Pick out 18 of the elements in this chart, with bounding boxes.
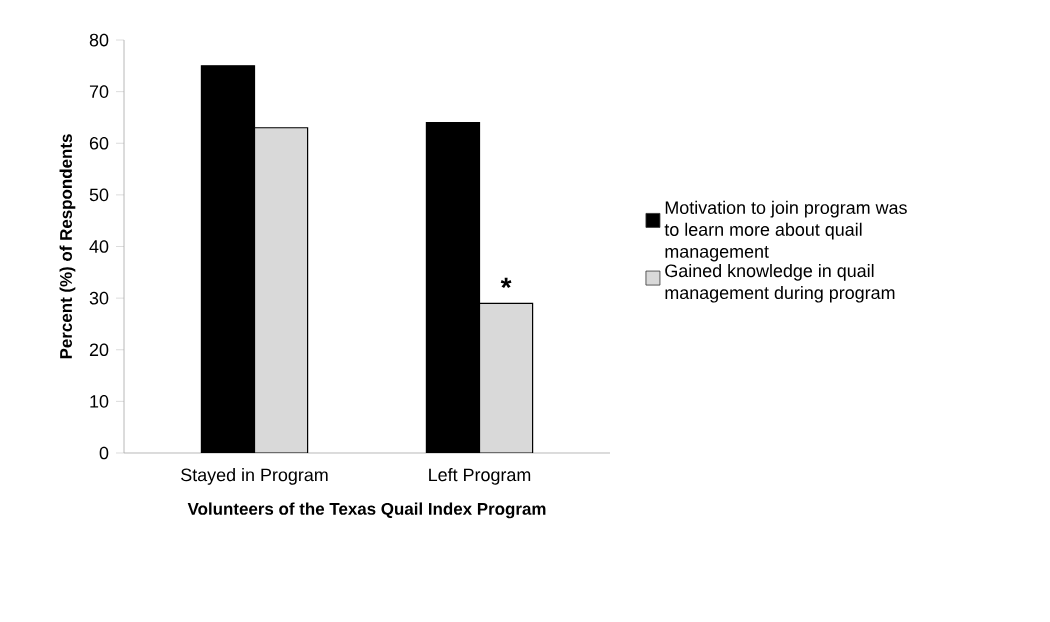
y-tick-label: 70 bbox=[89, 85, 109, 98]
y-tick-label: 60 bbox=[89, 136, 109, 150]
y-tick-label: 50 bbox=[89, 188, 109, 202]
y-tick-label: 80 bbox=[89, 33, 109, 47]
bar bbox=[253, 127, 309, 453]
y-axis-title: Percent (%) of Respondents bbox=[59, 134, 76, 359]
y-tick-label: 0 bbox=[99, 446, 109, 460]
y-tick-label: 40 bbox=[89, 240, 109, 253]
bar bbox=[478, 302, 534, 453]
x-axis-title: Volunteers of the Texas Quail Index Program bbox=[187, 502, 546, 519]
y-tick-label: 10 bbox=[90, 395, 109, 408]
y-tick-label: 20 bbox=[89, 343, 109, 357]
legend-label: Motivation to join program was to learn more about quail management bbox=[664, 200, 907, 262]
annotation: * bbox=[500, 277, 512, 289]
x-tick-label: Stayed in Program bbox=[181, 468, 328, 485]
y-tick-label: 30 bbox=[89, 291, 109, 305]
x-tick-label: Left Program bbox=[429, 468, 531, 485]
legend-label: Gained knowledge in quail management during program bbox=[665, 263, 895, 303]
